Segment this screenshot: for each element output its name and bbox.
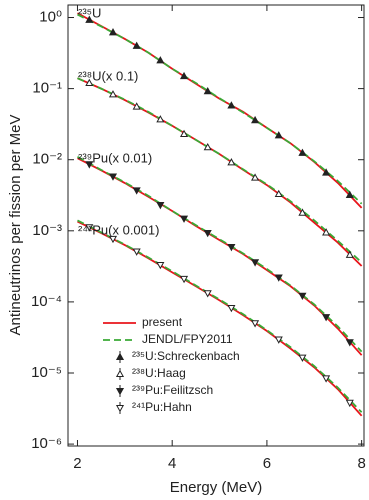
- legend-label: ²³⁸U:Haag: [132, 366, 186, 380]
- data-point: [203, 86, 212, 95]
- data-point: [108, 90, 118, 98]
- data-point: [108, 28, 118, 36]
- x-tick-label: 6: [263, 455, 271, 472]
- data-point: [274, 274, 283, 282]
- data-point: [227, 244, 236, 252]
- data-point: [227, 304, 236, 313]
- data-point: [132, 187, 141, 195]
- data-point: [85, 78, 94, 87]
- data-point: [298, 148, 307, 156]
- legend-label: ²⁴¹Pu:Hahn: [132, 400, 192, 414]
- y-axis-label: Antineutrinos per fission per MeV: [7, 115, 24, 336]
- data-point: [132, 102, 141, 110]
- data-point: [179, 275, 189, 284]
- data-point: [322, 314, 331, 322]
- legend-label: ²³⁹Pu:Feilitzsch: [132, 383, 213, 397]
- data-point: [345, 190, 354, 198]
- model-curve: [77, 220, 363, 417]
- data-point: [227, 158, 236, 166]
- legend-swatch: [115, 404, 125, 413]
- y-tick-label: 10⁻⁶: [31, 435, 62, 452]
- data-point: [108, 235, 118, 244]
- data-point: [322, 228, 331, 236]
- y-tick-label: 10⁰: [39, 8, 62, 25]
- y-tick-label: 10⁻⁴: [31, 293, 62, 310]
- legend-label: JENDL/FPY2011: [142, 332, 233, 346]
- curve-label: ²³⁸U(x 0.1): [78, 68, 138, 83]
- legend-label: present: [142, 315, 183, 329]
- data-point: [132, 248, 141, 256]
- model-curve: [77, 12, 363, 209]
- legend-swatch: [115, 369, 125, 378]
- data-point: [345, 399, 354, 408]
- model-curve: [77, 77, 363, 264]
- data-point: [322, 168, 331, 176]
- data-point: [203, 290, 212, 298]
- x-tick-label: 2: [73, 455, 81, 472]
- data-point: [251, 259, 260, 267]
- data-point: [203, 142, 212, 151]
- data-point: [179, 129, 189, 138]
- x-axis-label: Energy (MeV): [170, 479, 263, 496]
- model-curve: [77, 77, 363, 267]
- data-point: [85, 161, 94, 169]
- data-point: [298, 208, 307, 216]
- data-point: [132, 41, 141, 49]
- data-point: [156, 56, 165, 64]
- data-point: [85, 224, 94, 232]
- y-tick-label: 10⁻¹: [32, 80, 62, 97]
- plot-frame: [67, 4, 365, 447]
- model-curve: [77, 219, 363, 413]
- curve-label: ²³⁹Pu(x 0.01): [78, 150, 152, 165]
- data-point: [251, 115, 260, 124]
- model-curve: [77, 155, 363, 353]
- legend-swatch: [115, 352, 125, 361]
- data-point: [156, 202, 165, 210]
- model-curve: [77, 157, 363, 356]
- data-point: [179, 71, 189, 80]
- data-point: [345, 250, 354, 258]
- data-point: [274, 131, 283, 139]
- data-point: [108, 173, 118, 181]
- data-point: [156, 261, 165, 270]
- data-point: [274, 336, 283, 344]
- data-point: [85, 15, 94, 23]
- data-point: [298, 292, 307, 300]
- data-point: [345, 339, 354, 347]
- model-curve: [77, 13, 363, 205]
- data-point: [203, 229, 212, 238]
- legend-label: ²³⁵U:Schreckenbach: [132, 349, 240, 363]
- data-point: [227, 101, 236, 109]
- x-tick-label: 4: [168, 455, 176, 472]
- x-tick-label: 8: [357, 455, 365, 472]
- data-point: [298, 354, 307, 362]
- data-point: [322, 375, 331, 383]
- y-tick-label: 10⁻³: [32, 222, 62, 239]
- data-point: [274, 189, 283, 198]
- data-point: [179, 215, 189, 223]
- legend-swatch: [115, 387, 125, 396]
- data-point: [251, 320, 260, 328]
- curve-label: ²³⁵U: [78, 5, 101, 20]
- y-tick-label: 10⁻⁵: [31, 364, 62, 381]
- curve-label: ²⁴¹Pu(x 0.001): [78, 222, 159, 237]
- data-point: [156, 115, 165, 123]
- data-point: [251, 173, 260, 181]
- y-tick-label: 10⁻²: [32, 151, 62, 168]
